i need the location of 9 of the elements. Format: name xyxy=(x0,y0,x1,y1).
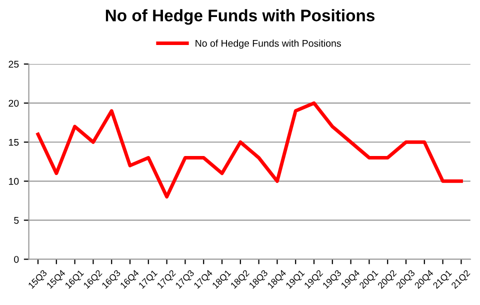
legend-label: No of Hedge Funds with Positions xyxy=(196,40,341,49)
chart-title: No of Hedge Funds with Positions xyxy=(106,9,375,25)
y-tick-label: 5 xyxy=(14,217,19,224)
y-tick-label: 25 xyxy=(8,60,19,68)
y-tick-label: 20 xyxy=(8,100,19,107)
y-tick-label: 15 xyxy=(9,138,19,146)
y-tick-label: 10 xyxy=(9,178,19,185)
y-tick-label: 0 xyxy=(14,256,19,263)
line-series xyxy=(36,101,463,199)
